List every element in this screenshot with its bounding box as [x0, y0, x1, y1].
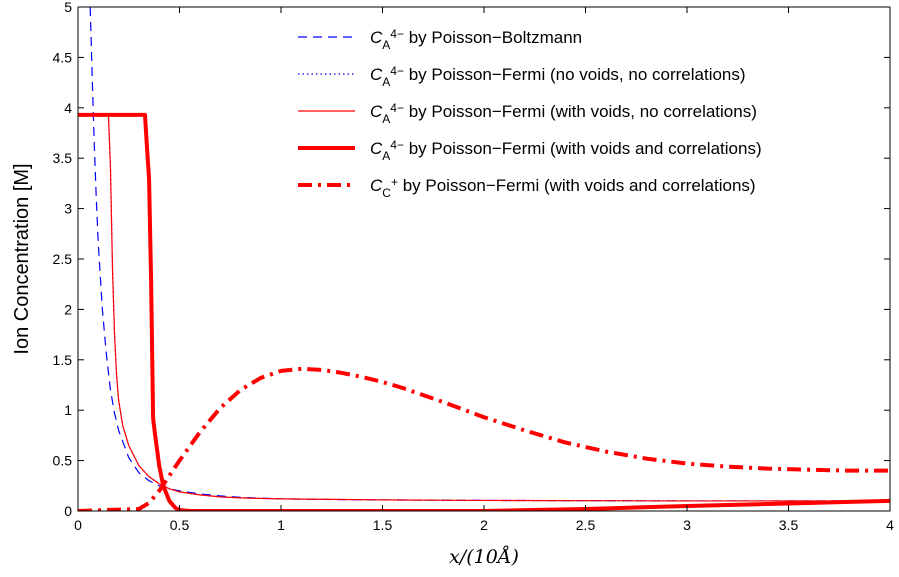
- legend-label: CA4− by Poisson−Fermi (no voids, no corr…: [370, 64, 746, 89]
- legend-entry-2: CA4− by Poisson−Fermi (no voids, no corr…: [298, 64, 746, 89]
- series-line-4: [78, 112, 890, 511]
- legend-symbol: C: [370, 102, 383, 121]
- legend-entry-4: CA4− by Poisson−Fermi (with voids and co…: [298, 138, 762, 163]
- x-tick-label: 2: [480, 517, 488, 533]
- y-tick-label: 1: [64, 402, 72, 418]
- legend-suffix: by Poisson−Fermi (with voids and correla…: [398, 176, 756, 195]
- series-layer: [78, 7, 890, 511]
- legend-entry-3: CA4− by Poisson−Fermi (with voids, no co…: [298, 101, 757, 126]
- legend-subscript: A: [382, 38, 390, 52]
- legend-symbol: C: [370, 139, 383, 158]
- y-tick-label: 0: [64, 503, 72, 519]
- x-tick-label: 4: [886, 517, 894, 533]
- x-tick-label: 0.5: [170, 517, 190, 533]
- series-line-3: [78, 114, 890, 502]
- legend-label: CA4− by Poisson−Fermi (with voids and co…: [370, 138, 762, 163]
- legend-subscript: A: [382, 75, 390, 89]
- legend-label: CA4− by Poisson−Fermi (with voids, no co…: [370, 101, 757, 126]
- x-axis-label: x/(10Å): [449, 546, 519, 568]
- y-tick-label: 3.5: [53, 150, 73, 166]
- legend-superscript: 4−: [390, 101, 404, 115]
- y-tick-label: 3: [64, 201, 72, 217]
- y-tick-label: 2.5: [53, 251, 73, 267]
- y-tick-label: 1.5: [53, 352, 73, 368]
- x-tick-label: 1.5: [373, 517, 393, 533]
- legend-label: CC+ by Poisson−Fermi (with voids and cor…: [370, 175, 756, 200]
- legend-entry-5: CC+ by Poisson−Fermi (with voids and cor…: [298, 175, 756, 200]
- x-tick-label: 2.5: [576, 517, 596, 533]
- legend-suffix: by Poisson−Fermi (no voids, no correlati…: [404, 65, 746, 84]
- legend-entry-1: CA4− by Poisson−Boltzmann: [298, 27, 582, 52]
- legend-subscript: C: [382, 186, 391, 200]
- legend-superscript: +: [391, 175, 398, 189]
- y-tick-label: 2: [64, 301, 72, 317]
- y-tick-label: 4.5: [53, 49, 73, 65]
- legend-symbol: C: [370, 28, 383, 47]
- series-line-5: [78, 366, 890, 511]
- legend-label: CA4− by Poisson−Boltzmann: [370, 27, 582, 52]
- legend-superscript: 4−: [390, 27, 404, 41]
- y-axis-ticks: 0 0.5 1 1.5 2 2.5 3 3.5 4 4.5 5: [53, 0, 890, 519]
- y-tick-label: 5: [64, 0, 72, 15]
- legend-symbol: C: [370, 65, 383, 84]
- legend-suffix: by Poisson−Boltzmann: [404, 28, 582, 47]
- series-line-1: [89, 7, 890, 502]
- legend-subscript: A: [382, 149, 390, 163]
- y-tick-label: 4: [64, 100, 72, 116]
- x-tick-label: 0: [74, 517, 82, 533]
- legend-superscript: 4−: [390, 64, 404, 78]
- x-tick-label: 3: [683, 517, 691, 533]
- x-axis-ticks: 0 0.5 1 1.5 2 2.5 3 3.5 4: [74, 7, 894, 533]
- y-tick-label: 0.5: [53, 453, 73, 469]
- plot-area: [78, 7, 890, 511]
- x-tick-label: 3.5: [779, 517, 799, 533]
- legend-suffix: by Poisson−Fermi (with voids, no correla…: [404, 102, 757, 121]
- legend-symbol: C: [370, 176, 383, 195]
- legend-suffix: by Poisson−Fermi (with voids and correla…: [404, 139, 762, 158]
- x-tick-label: 1: [277, 517, 285, 533]
- legend-subscript: A: [382, 112, 390, 126]
- legend-superscript: 4−: [390, 138, 404, 152]
- y-axis-label: Ion Concentration [M]: [11, 163, 33, 354]
